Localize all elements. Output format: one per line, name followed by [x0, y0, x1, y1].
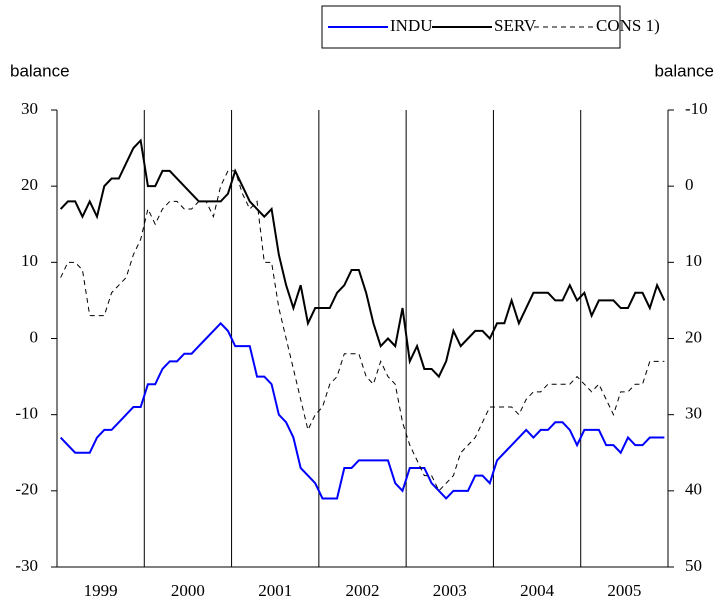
y-tick-label: -10: [15, 404, 38, 423]
y-tick-label: 0: [30, 327, 39, 346]
y2-tick-label: -10: [685, 99, 708, 118]
y-tick-label: -30: [15, 556, 38, 575]
y-tick-label: -20: [15, 480, 38, 499]
y-axis-label: balance: [10, 61, 70, 80]
y2-tick-label: 50: [685, 556, 702, 575]
y-tick-label: 20: [21, 175, 38, 194]
y2-tick-label: 30: [685, 404, 702, 423]
x-tick-label: 2004: [520, 581, 555, 600]
x-tick-label: 2001: [258, 581, 292, 600]
y2-tick-label: 20: [685, 327, 702, 346]
x-tick-label: 2005: [607, 581, 641, 600]
y2-tick-label: 0: [685, 175, 694, 194]
legend-label: CONS 1): [596, 16, 660, 35]
legend-label: INDU: [390, 16, 433, 35]
y2-tick-label: 40: [685, 480, 702, 499]
y2-axis-label: balance: [654, 61, 714, 80]
legend-label: SERV: [494, 16, 537, 35]
x-tick-label: 1999: [84, 581, 118, 600]
x-tick-label: 2000: [171, 581, 205, 600]
x-tick-label: 2003: [433, 581, 467, 600]
y-tick-label: 10: [21, 251, 38, 270]
x-tick-label: 2002: [346, 581, 380, 600]
y2-tick-label: 10: [685, 251, 702, 270]
line-series: [59, 321, 665, 500]
y-tick-label: 30: [21, 99, 38, 118]
line-series: [59, 138, 666, 379]
line-series: [60, 170, 665, 492]
